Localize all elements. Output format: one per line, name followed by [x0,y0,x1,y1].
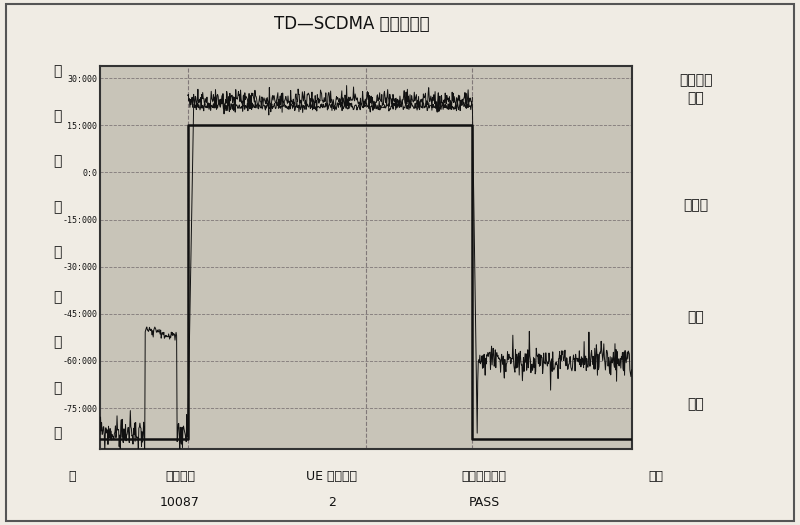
Text: 单次: 单次 [688,311,704,324]
Text: UE 功率等级: UE 功率等级 [306,470,358,482]
Text: 功: 功 [54,64,62,78]
Text: 制: 制 [54,290,62,304]
Text: 工作频点: 工作频点 [165,470,195,482]
Text: 收: 收 [54,381,62,395]
Text: PASS: PASS [468,497,500,509]
Text: 连续: 连续 [688,397,704,411]
Text: 调: 调 [54,245,62,259]
Text: 自: 自 [54,426,62,440]
Text: 动: 动 [68,470,76,482]
Text: TD—SCDMA 终端综测仪: TD—SCDMA 终端综测仪 [274,15,430,33]
Text: 时间开关模板: 时间开关模板 [462,470,506,482]
Text: 10087: 10087 [160,497,200,509]
Text: 接: 接 [54,335,62,350]
Text: 关功率: 关功率 [683,198,709,212]
Text: 返回: 返回 [649,470,663,482]
Text: 频: 频 [54,154,62,169]
Text: 率: 率 [54,109,62,123]
Text: 2: 2 [328,497,336,509]
Text: 时间开关
模板: 时间开关 模板 [679,73,713,106]
Text: 谱: 谱 [54,200,62,214]
